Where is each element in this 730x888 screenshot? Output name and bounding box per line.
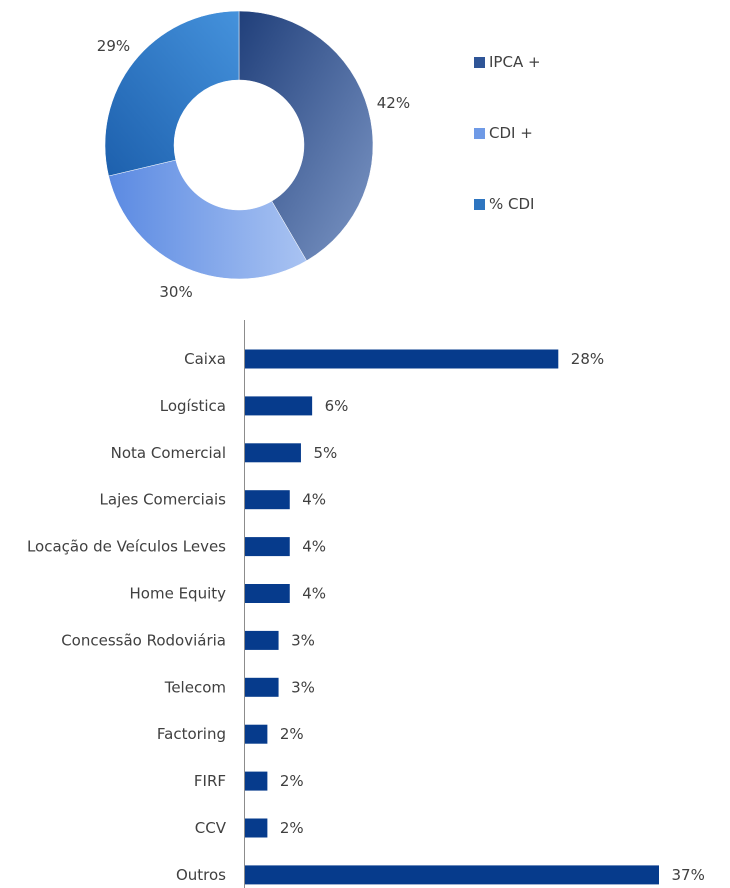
bar-data-label: 6%	[325, 397, 349, 415]
bar	[245, 865, 659, 885]
category-label: Concessão Rodoviária	[61, 631, 226, 649]
legend-item: % CDI	[474, 194, 534, 214]
legend-label: IPCA +	[489, 53, 541, 71]
bar-data-label: 4%	[302, 491, 326, 509]
legend-item: IPCA +	[474, 52, 541, 72]
category-label: Home Equity	[130, 585, 227, 603]
bar	[245, 630, 279, 650]
bar	[245, 677, 279, 697]
category-label: Outros	[176, 866, 226, 884]
category-label: CCV	[195, 819, 227, 837]
bar-data-label: 2%	[280, 819, 304, 837]
category-label: Caixa	[184, 350, 226, 368]
bar	[245, 818, 268, 838]
category-label: Telecom	[164, 678, 226, 696]
bar	[245, 490, 290, 510]
category-label: FIRF	[194, 772, 226, 790]
category-label: Factoring	[157, 725, 226, 743]
legend-swatch	[474, 127, 485, 139]
legend-swatch	[474, 198, 485, 210]
legend-item: CDI +	[474, 123, 533, 143]
bar-data-label: 3%	[291, 678, 315, 696]
bar	[245, 396, 313, 416]
bar-data-label: 5%	[313, 444, 337, 462]
bar-data-label: 4%	[302, 538, 326, 556]
bar-chart: Caixa 28% Logística 6% Nota Comercial 5% Lajes…	[27, 320, 705, 888]
bar-data-label: 28%	[571, 350, 604, 368]
bar	[245, 584, 290, 603]
legend-label: CDI +	[489, 124, 533, 142]
category-label: Logística	[160, 397, 226, 415]
donut-slice-cdi	[108, 159, 307, 280]
bar	[245, 724, 268, 744]
bar	[245, 537, 290, 557]
category-label: Lajes Comerciais	[100, 491, 227, 509]
legend-label: % CDI	[489, 195, 535, 213]
category-label: Locação de Veículos Leves	[27, 538, 226, 556]
bar-data-label: 4%	[302, 585, 326, 603]
donut-data-label: 29%	[97, 37, 130, 55]
bar	[245, 771, 268, 791]
legend-swatch	[474, 56, 485, 68]
bar	[245, 349, 559, 369]
category-label: Nota Comercial	[111, 444, 226, 462]
donut-slice-cdi	[104, 10, 240, 177]
bar	[245, 443, 301, 463]
bar-data-label: 2%	[280, 772, 304, 790]
donut-slice-ipca	[238, 10, 374, 262]
bar-data-label: 3%	[291, 631, 315, 649]
donut-data-label: 42%	[377, 94, 410, 112]
bar-data-label: 37%	[672, 866, 705, 884]
donut-data-label: 30%	[159, 283, 192, 301]
bar-data-label: 2%	[280, 725, 304, 743]
donut-chart: 42% 30% 29%	[97, 10, 410, 301]
